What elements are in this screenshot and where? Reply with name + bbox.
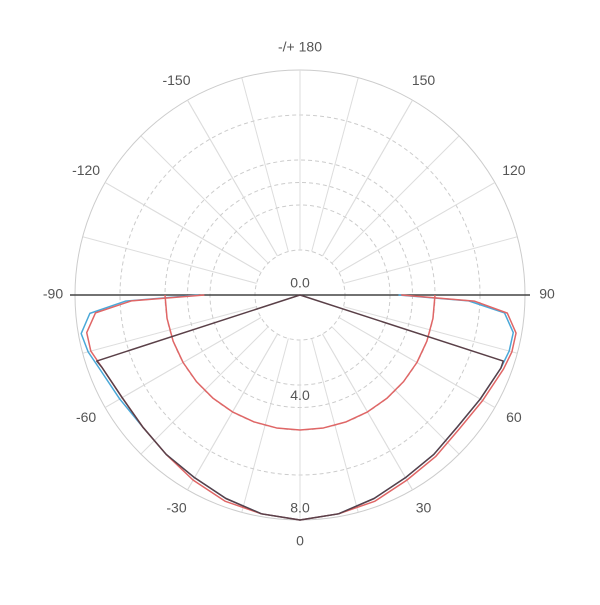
spoke <box>311 77 359 252</box>
angle-tick-label: 0 <box>296 533 304 549</box>
angle-grid-line <box>338 182 496 273</box>
angle-grid-line <box>322 99 413 257</box>
r-tick-label: 0.0 <box>290 275 310 291</box>
angle-grid-line <box>104 182 262 273</box>
angle-tick-label: -120 <box>72 162 100 178</box>
spoke <box>82 236 257 284</box>
angle-tick-label: -150 <box>162 72 190 88</box>
angle-tick-label: -90 <box>43 286 63 302</box>
angle-tick-label: 90 <box>539 286 555 302</box>
spoke <box>241 77 289 252</box>
r-tick-label: 4.0 <box>290 387 310 403</box>
angle-tick-label: 120 <box>502 162 526 178</box>
angle-tick-label: -60 <box>76 409 96 425</box>
angle-tick-label: 30 <box>416 500 432 516</box>
spoke <box>140 135 269 264</box>
angle-tick-label: -/+ 180 <box>278 39 322 55</box>
series-line <box>80 294 515 521</box>
series-line <box>164 294 436 431</box>
angle-tick-label: 60 <box>506 409 522 425</box>
spoke <box>331 135 460 264</box>
angle-grid-line <box>187 99 278 257</box>
series-line <box>95 294 505 521</box>
angle-tick-label: 150 <box>412 72 436 88</box>
r-tick-label: 8.0 <box>290 500 310 516</box>
angle-tick-label: -30 <box>166 500 186 516</box>
